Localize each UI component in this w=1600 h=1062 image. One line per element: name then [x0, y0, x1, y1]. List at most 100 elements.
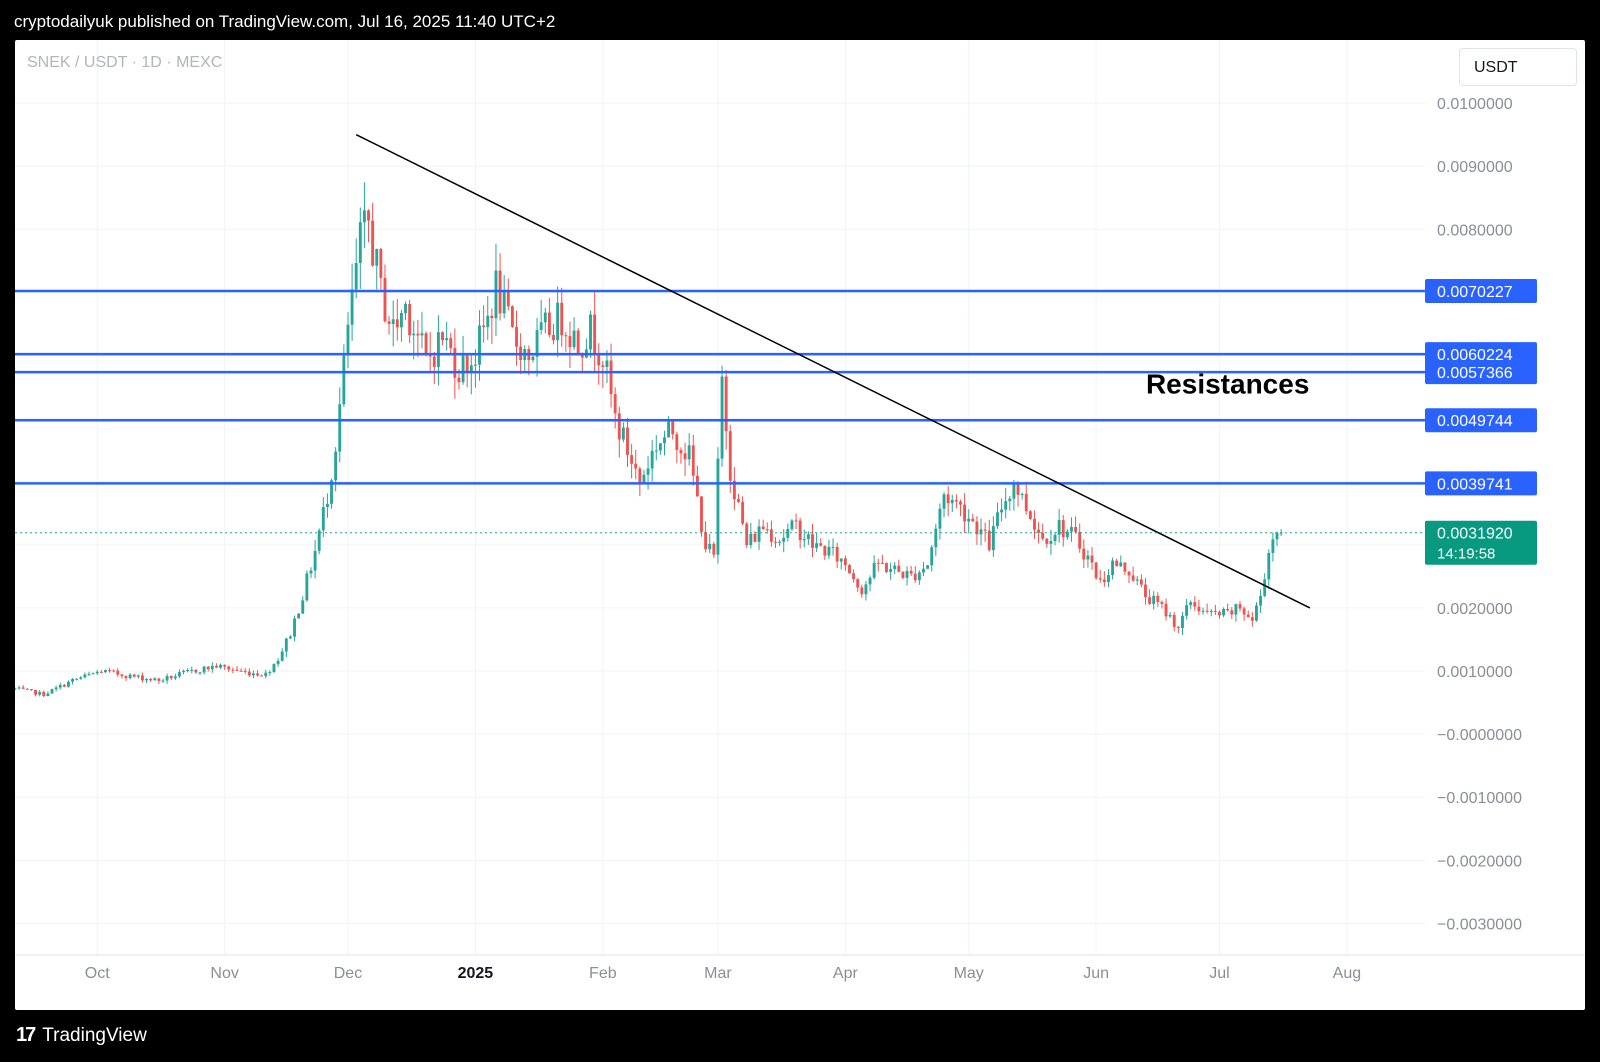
candle-body: [1111, 560, 1115, 576]
candle-body: [338, 404, 342, 452]
candle-body: [210, 665, 214, 670]
candle: [786, 523, 790, 542]
candle-body: [91, 673, 95, 675]
candle: [728, 424, 732, 493]
candle-body: [1078, 531, 1082, 549]
candle: [202, 665, 206, 675]
candle: [1181, 612, 1184, 635]
candle: [231, 667, 235, 674]
candle: [1008, 496, 1012, 511]
candle: [1267, 549, 1271, 590]
candle: [58, 682, 62, 690]
candle-body: [1230, 610, 1234, 615]
candle: [959, 499, 962, 517]
candle: [1041, 523, 1045, 541]
candle-body: [613, 394, 617, 414]
candle-body: [325, 503, 329, 508]
candle-body: [1201, 610, 1205, 612]
candle: [547, 297, 551, 338]
candle: [173, 673, 177, 681]
candle: [399, 309, 403, 342]
y-tick-label: 0.0090000: [1437, 159, 1513, 176]
candle: [469, 353, 473, 395]
candle: [301, 596, 305, 615]
candle-body: [1020, 493, 1024, 495]
candle-body: [601, 365, 605, 367]
candle: [395, 299, 399, 341]
candle: [128, 673, 132, 680]
candle: [272, 663, 276, 673]
candle: [293, 615, 296, 642]
level-price-label: 0.0049744: [1437, 413, 1513, 430]
candle: [305, 570, 309, 602]
candle: [15, 687, 17, 691]
candle: [950, 494, 954, 513]
candle-body: [658, 443, 662, 451]
candle-body: [860, 587, 864, 595]
candle-body: [963, 504, 967, 522]
chart-panel[interactable]: 0.0100000 0.0090000 0.0080000 0.0020000 0.00…: [15, 40, 1585, 1010]
candle-body: [445, 338, 449, 341]
candle-body: [720, 376, 724, 459]
candle-body: [1181, 615, 1184, 629]
candle: [996, 502, 999, 529]
candle: [543, 307, 547, 334]
candle: [317, 528, 321, 555]
candle-body: [1263, 579, 1267, 596]
candle: [913, 566, 917, 583]
candle-body: [21, 687, 25, 689]
level-price-tag: [1425, 342, 1537, 367]
candle: [626, 417, 629, 467]
brand[interactable]: 17 TradingView: [16, 1024, 147, 1047]
candle: [510, 305, 514, 328]
candle-body: [880, 563, 884, 565]
candle-body: [461, 355, 465, 383]
candle-body: [1255, 605, 1258, 621]
candle-body: [424, 333, 428, 354]
candle: [132, 673, 136, 678]
candle-body: [815, 543, 819, 548]
candle: [724, 370, 728, 450]
candle-body: [309, 570, 313, 574]
candle-body: [432, 356, 436, 367]
candle-body: [917, 572, 921, 581]
candle-body: [149, 678, 153, 681]
candle: [367, 209, 370, 243]
candle-body: [983, 529, 987, 531]
candle-body: [173, 676, 177, 679]
candle-body: [798, 520, 802, 541]
footer: 17 TradingView: [0, 1010, 1600, 1062]
candle-body: [1144, 584, 1147, 598]
candle-body: [416, 333, 420, 336]
candle-body: [708, 543, 712, 550]
candle-body: [469, 365, 473, 373]
candle-body: [1160, 601, 1164, 604]
candle: [79, 675, 83, 680]
candle-body: [712, 543, 716, 555]
candle: [683, 442, 687, 477]
candle-body: [827, 546, 831, 556]
candle: [1271, 532, 1275, 562]
candle: [1061, 514, 1065, 547]
candle: [917, 570, 921, 585]
candle: [732, 467, 736, 510]
candle: [621, 422, 625, 443]
candle-body: [572, 330, 576, 348]
price-chart[interactable]: 0.0100000 0.0090000 0.0080000 0.0020000 0.00…: [15, 40, 1585, 1010]
candle: [663, 430, 666, 456]
candle-body: [543, 312, 547, 323]
candle: [1012, 479, 1016, 511]
candle-body: [630, 455, 634, 464]
candle-body: [1107, 575, 1110, 583]
candle: [165, 673, 169, 684]
candle-body: [753, 533, 757, 542]
candle-body: [1090, 555, 1094, 563]
candle: [1172, 612, 1176, 632]
candle-body: [856, 579, 860, 588]
candle: [21, 685, 25, 689]
candle: [580, 352, 584, 371]
brand-name: TradingView: [42, 1024, 147, 1046]
currency-selector[interactable]: USDT: [1459, 48, 1577, 86]
candle: [650, 439, 654, 482]
candle-body: [564, 335, 568, 337]
